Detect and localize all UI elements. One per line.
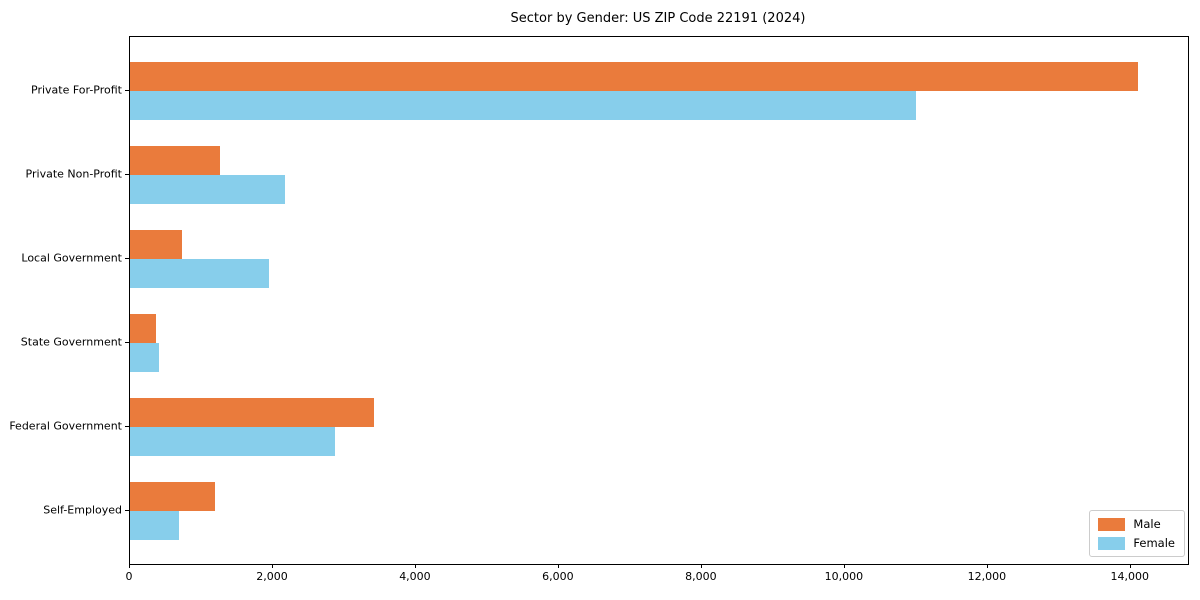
bar-male-5 [130,482,216,511]
legend: Male Female [1089,510,1185,557]
x-tick [129,564,130,568]
bar-female-5 [130,511,180,540]
category-label: Self-Employed [43,503,122,517]
x-tick-label: 0 [125,570,133,583]
x-tick-label: 4,000 [399,570,431,583]
bar-male-2 [130,230,183,259]
bar-male-0 [130,62,1138,91]
x-tick [843,564,845,568]
x-tick-label: 14,000 [1110,570,1150,583]
plot-area: Male Female [129,36,1189,565]
y-tick [125,510,129,511]
x-tick [271,564,273,568]
category-label: Federal Government [9,419,122,433]
category-label: Private For-Profit [31,83,122,97]
x-tick-label: 10,000 [824,570,864,583]
bar-male-3 [130,314,156,343]
x-tick-label: 2,000 [256,570,288,583]
legend-label: Female [1133,536,1175,550]
bar-female-4 [130,427,336,456]
legend-item-male: Male [1098,517,1175,531]
x-tick [700,564,702,568]
x-tick [986,564,988,568]
chart-title: Sector by Gender: US ZIP Code 22191 (202… [510,11,806,26]
y-tick [125,90,129,91]
x-tick-label: 12,000 [967,570,1007,583]
bar-male-1 [130,146,221,175]
legend-item-female: Female [1098,536,1175,550]
bar-female-1 [130,175,286,204]
y-tick [125,174,129,175]
bar-male-4 [130,398,374,427]
legend-swatch-male [1098,517,1126,531]
y-tick [125,258,129,259]
legend-label: Male [1133,517,1161,531]
bar-female-0 [130,91,917,120]
category-label: Local Government [21,251,122,265]
x-tick [1129,564,1131,568]
category-label: State Government [20,335,122,349]
bar-female-3 [130,343,160,372]
y-tick [125,426,129,427]
x-tick [414,564,416,568]
y-tick [125,342,129,343]
category-label: Private Non-Profit [25,167,122,181]
bar-female-2 [130,259,269,288]
legend-swatch-female [1098,536,1126,550]
x-tick-label: 6,000 [542,570,574,583]
x-tick-label: 8,000 [685,570,717,583]
x-tick [557,564,559,568]
